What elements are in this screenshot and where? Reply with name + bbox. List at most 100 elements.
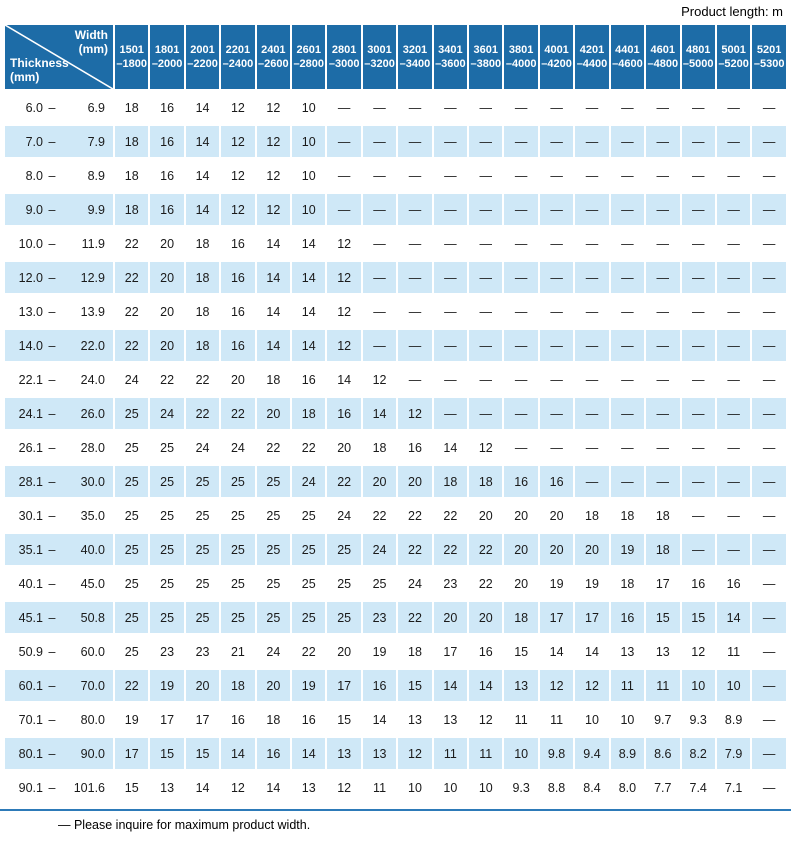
length-cell: 18: [292, 398, 326, 429]
length-cell: —: [752, 432, 786, 463]
length-cell: 18: [185, 330, 220, 361]
row-label: 40.1– 45.0: [5, 568, 113, 599]
row-label: 35.1– 40.0: [5, 534, 113, 565]
footer-divider: [0, 809, 791, 811]
length-cell: —: [575, 296, 609, 327]
table-header-row: Width (mm) Thickness (mm) 1501 –1800 1801–…: [5, 25, 786, 89]
table-row: 35.1–40.0 25 25 25 25 25 25 25 24 22 22 22 20 20 20 19 1…: [5, 534, 786, 565]
length-cell: —: [469, 160, 503, 191]
length-cell: 24: [185, 432, 220, 463]
length-cell: 19: [539, 568, 574, 599]
length-cell: —: [681, 262, 715, 293]
col-header: 2601 –2800: [292, 25, 326, 89]
length-cell: 18: [185, 228, 220, 259]
length-cell: 7.7: [646, 772, 680, 803]
length-cell: 11: [504, 704, 538, 735]
table-row: 70.1–80.0 19 17 17 16 18 16 15 14 13 13 12 11 11 10 10 9…: [5, 704, 786, 735]
length-cell: —: [681, 500, 715, 531]
length-cell: 8.2: [681, 738, 715, 769]
length-cell: —: [398, 330, 432, 361]
length-cell: 12: [575, 670, 609, 701]
length-cell: 18: [646, 534, 680, 565]
range-separator: –: [48, 780, 56, 795]
length-cell: —: [469, 228, 503, 259]
length-cell: —: [469, 194, 503, 225]
length-cell: 18: [115, 194, 149, 225]
length-cell: 25: [115, 500, 149, 531]
table-row: 9.0–9.9 18 16 14 12 12 10— — — — — — — — — — — — —: [5, 194, 786, 225]
thickness-max: 22.0: [80, 338, 105, 353]
length-cell: —: [752, 194, 786, 225]
length-cell: 12: [327, 262, 361, 293]
length-cell: 9.4: [575, 738, 609, 769]
length-cell: —: [362, 330, 397, 361]
length-cell: 14: [256, 296, 291, 327]
length-cell: 25: [221, 534, 255, 565]
length-cell: 14: [256, 330, 291, 361]
length-cell: 17: [327, 670, 361, 701]
length-cell: 14: [292, 296, 326, 327]
length-cell: 25: [327, 602, 361, 633]
thickness-min: 80.1: [18, 746, 43, 761]
length-cell: —: [327, 92, 361, 123]
col-header: 4201 –4400: [575, 25, 609, 89]
table-row: 40.1–45.0 25 25 25 25 25 25 25 25 24 23 22 20 19 19 18 1…: [5, 568, 786, 599]
length-cell: 24: [362, 534, 397, 565]
length-cell: 13: [610, 636, 645, 667]
length-cell: —: [610, 92, 645, 123]
length-cell: —: [752, 602, 786, 633]
col-header-line2: –4600: [612, 58, 643, 70]
length-cell: —: [575, 330, 609, 361]
table-row: 10.0–11.9 22 20 18 16 14 14 12— — — — — — — — — — — —: [5, 228, 786, 259]
length-cell: 17: [646, 568, 680, 599]
row-label: 14.0– 22.0: [5, 330, 113, 361]
col-header-line2: –2200: [187, 58, 218, 70]
length-cell: 14: [469, 670, 503, 701]
length-cell: —: [716, 330, 751, 361]
length-cell: —: [539, 364, 574, 395]
length-cell: —: [752, 500, 786, 531]
col-header: 3201 –3400: [398, 25, 432, 89]
length-cell: 12: [327, 772, 361, 803]
col-header: 3401 –3600: [433, 25, 468, 89]
length-cell: 25: [115, 602, 149, 633]
range-separator: –: [48, 610, 56, 625]
length-cell: —: [610, 126, 645, 157]
length-cell: —: [398, 262, 432, 293]
length-cell: 22: [115, 296, 149, 327]
length-cell: —: [504, 432, 538, 463]
length-cell: —: [504, 364, 538, 395]
length-cell: 10: [398, 772, 432, 803]
range-separator: –: [48, 202, 56, 217]
length-cell: 22: [292, 432, 326, 463]
length-cell: —: [716, 160, 751, 191]
length-cell: 13: [504, 670, 538, 701]
length-cell: —: [752, 738, 786, 769]
length-cell: 23: [433, 568, 468, 599]
length-cell: 25: [256, 534, 291, 565]
length-cell: —: [575, 160, 609, 191]
range-separator: –: [48, 270, 56, 285]
thickness-max: 40.0: [80, 542, 105, 557]
col-header: 2401 –2600: [256, 25, 291, 89]
length-cell: 25: [115, 534, 149, 565]
length-cell: 12: [221, 92, 255, 123]
length-cell: 14: [292, 330, 326, 361]
length-cell: —: [362, 92, 397, 123]
thickness-max: 50.8: [80, 610, 105, 625]
col-header-line2: –2800: [293, 58, 325, 70]
length-cell: 12: [681, 636, 715, 667]
length-cell: —: [362, 228, 397, 259]
length-cell: —: [752, 534, 786, 565]
length-cell: 14: [256, 228, 291, 259]
length-cell: 15: [504, 636, 538, 667]
length-cell: 11: [610, 670, 645, 701]
col-header: 3601 –3800: [469, 25, 503, 89]
length-cell: 20: [539, 534, 574, 565]
length-cell: 8.9: [716, 704, 751, 735]
col-header: 4601 –4800: [646, 25, 680, 89]
length-cell: —: [469, 126, 503, 157]
table-row: 28.1–30.0 25 25 25 25 25 24 22 20 20 18 18 16 16— — — — —…: [5, 466, 786, 497]
length-cell: 13: [398, 704, 432, 735]
length-cell: 24: [327, 500, 361, 531]
